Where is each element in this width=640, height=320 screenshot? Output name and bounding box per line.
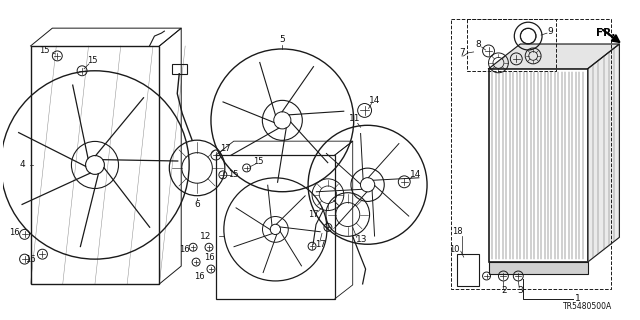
Text: 11: 11 bbox=[349, 114, 360, 123]
Bar bbox=[172, 64, 187, 74]
Text: 15: 15 bbox=[253, 157, 264, 166]
Text: FR.: FR. bbox=[596, 28, 615, 38]
Bar bbox=[216, 155, 335, 299]
Text: 13: 13 bbox=[356, 235, 367, 244]
Text: 17: 17 bbox=[315, 240, 325, 249]
Text: 15: 15 bbox=[39, 46, 50, 55]
Text: 15: 15 bbox=[87, 56, 97, 65]
Text: 16: 16 bbox=[204, 253, 214, 262]
Text: 16: 16 bbox=[194, 272, 204, 282]
Text: 17: 17 bbox=[308, 210, 318, 219]
Text: 16: 16 bbox=[179, 245, 189, 254]
Text: 8: 8 bbox=[476, 39, 481, 49]
Text: TR5480500A: TR5480500A bbox=[563, 302, 612, 311]
Bar bbox=[31, 46, 159, 284]
Text: 6: 6 bbox=[194, 200, 200, 209]
Polygon shape bbox=[488, 44, 620, 69]
Text: 1: 1 bbox=[575, 294, 580, 303]
Bar bbox=[457, 254, 479, 286]
Text: 2: 2 bbox=[502, 286, 507, 295]
Polygon shape bbox=[588, 44, 620, 262]
Text: 16: 16 bbox=[25, 255, 36, 264]
Text: 7: 7 bbox=[459, 48, 465, 57]
Text: 17: 17 bbox=[221, 144, 231, 153]
Text: 12: 12 bbox=[200, 232, 212, 241]
Bar bbox=[488, 69, 588, 262]
Text: 18: 18 bbox=[452, 227, 463, 236]
Text: 3: 3 bbox=[517, 286, 523, 295]
Text: 9: 9 bbox=[547, 27, 553, 36]
Text: 16: 16 bbox=[10, 228, 20, 237]
Bar bbox=[488, 262, 588, 274]
Text: 4: 4 bbox=[20, 160, 26, 170]
Text: 14: 14 bbox=[410, 170, 421, 180]
Text: 5: 5 bbox=[280, 35, 285, 44]
Text: 15: 15 bbox=[228, 170, 239, 180]
Text: 14: 14 bbox=[369, 96, 380, 105]
Text: 10: 10 bbox=[449, 245, 460, 254]
